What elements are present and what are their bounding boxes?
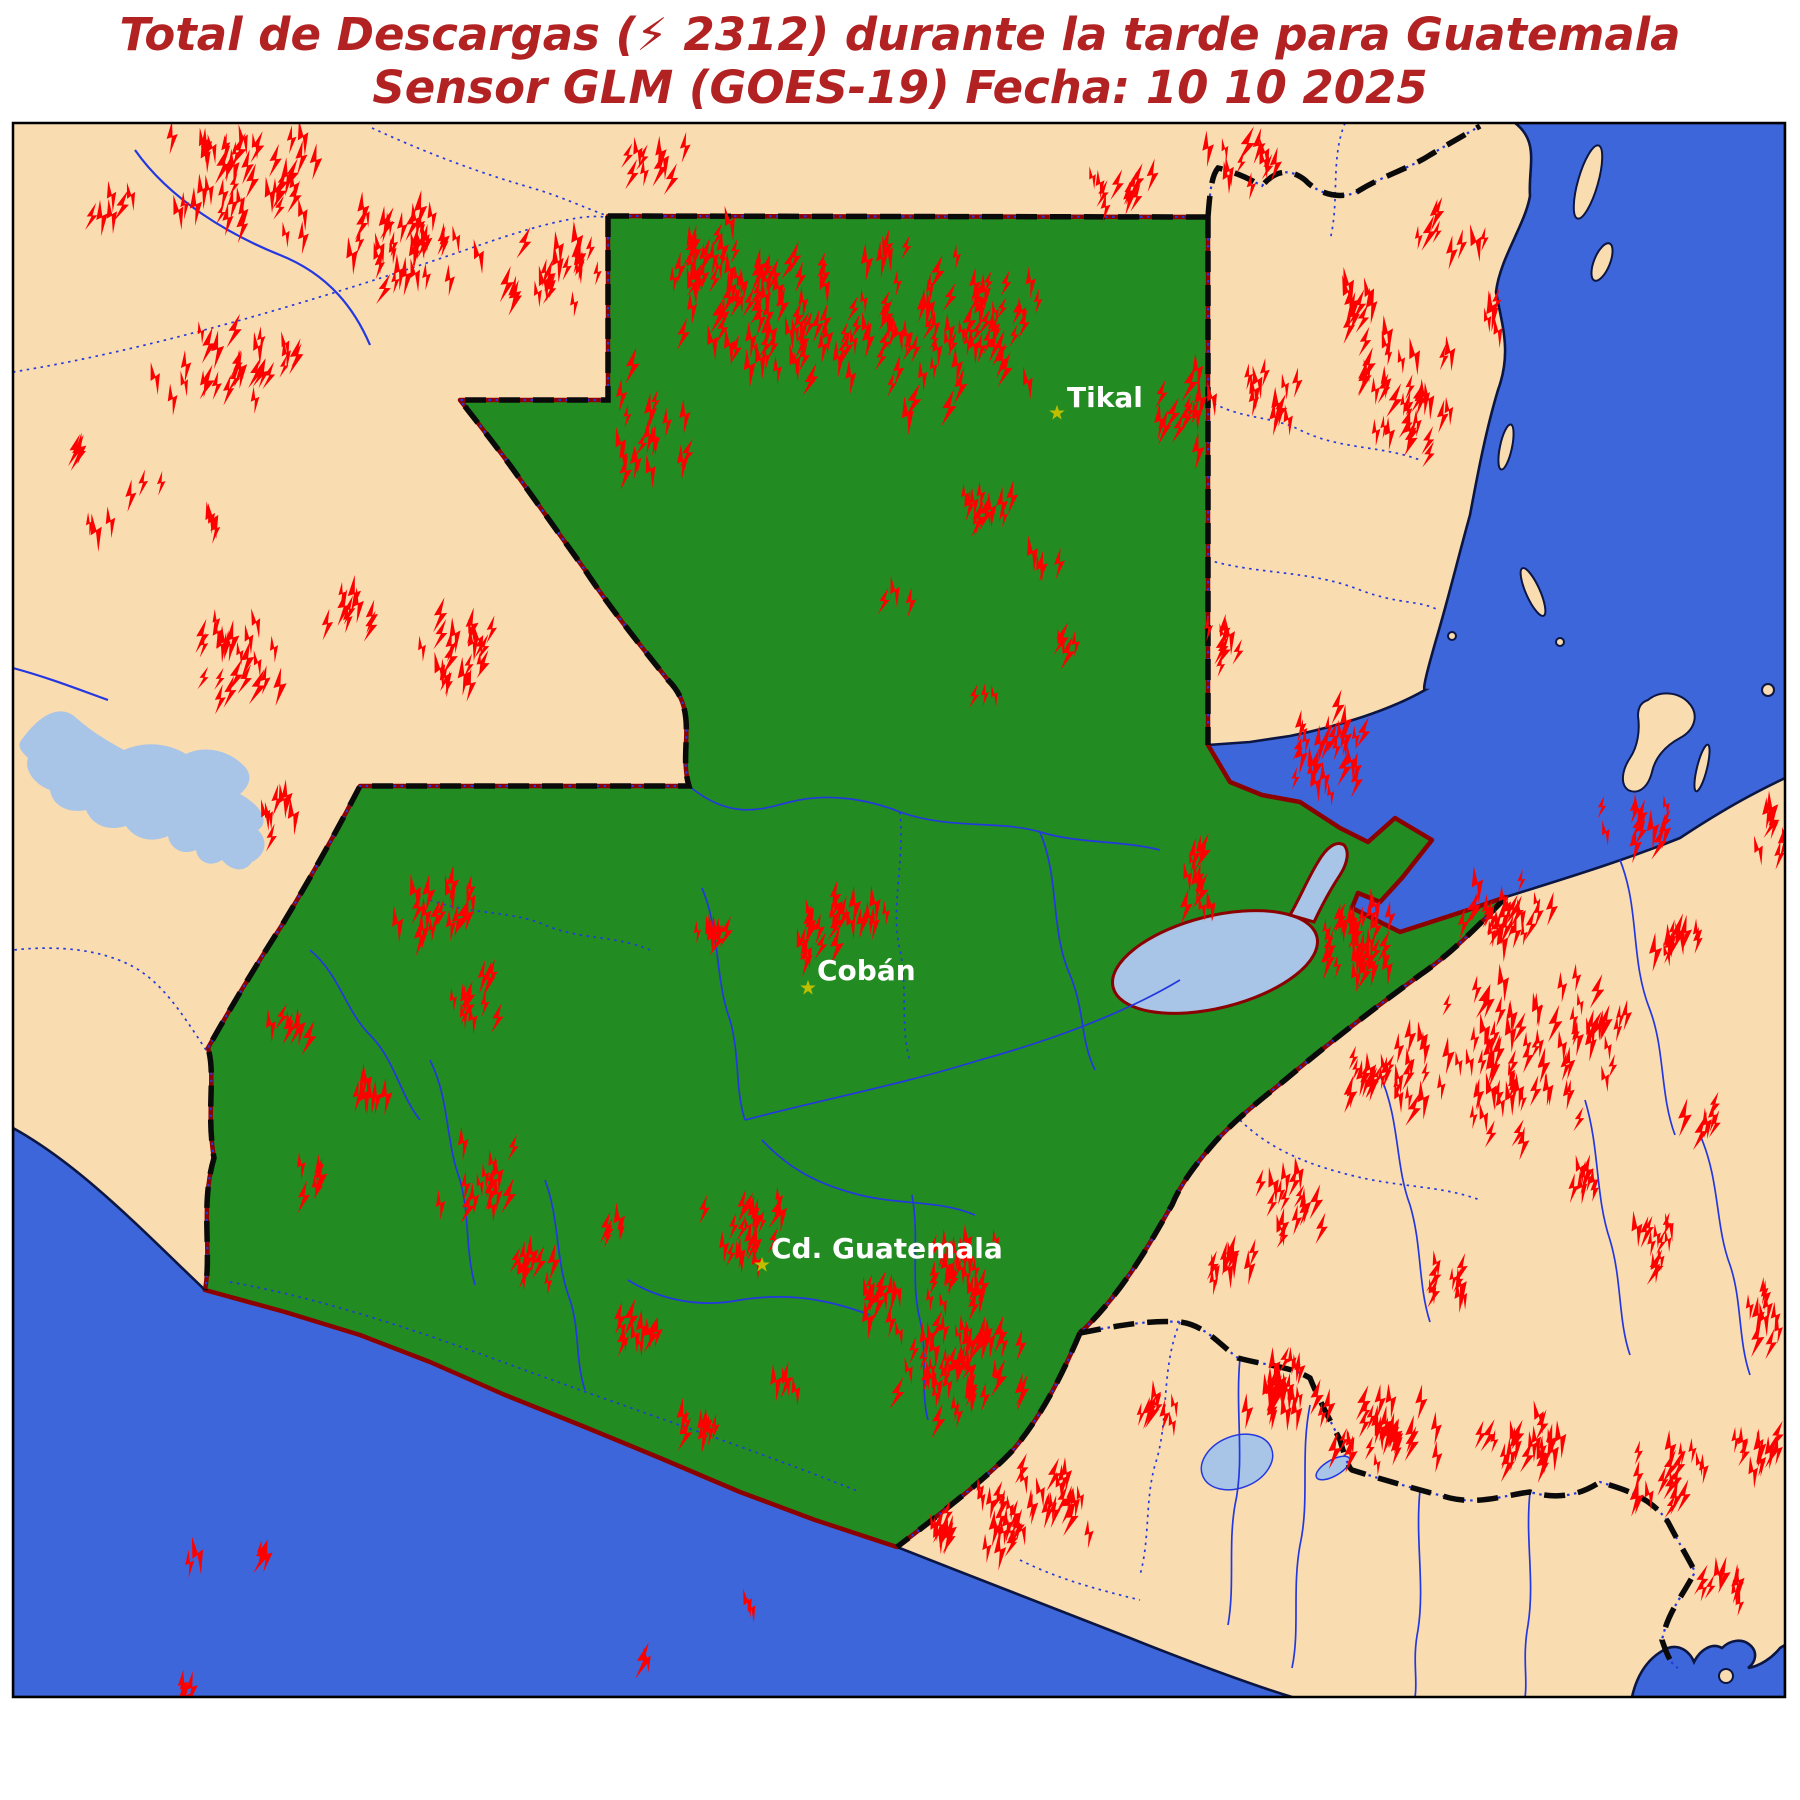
mexico-reservoir-lake [19,711,265,870]
belize-cayes [1447,144,1775,793]
pacific-ocean [13,1126,1293,1697]
city-label: Tikal [1067,381,1143,414]
city-label: Cd. Guatemala [771,1232,1003,1265]
lake-guija [1200,1433,1274,1491]
map-content: Tikal Cobán Cd. Guatemala [13,123,1785,1697]
title-line-2: Sensor GLM (GOES-19) Fecha: 10 10 2025 [372,61,1428,114]
lake-izabal [1111,842,1349,1015]
admin-boundaries [13,123,1751,1697]
map-title: Total de Descargas (⚡ 2312) durante la t… [0,8,1800,114]
title-line-1: Total de Descargas (⚡ 2312) durante la t… [119,8,1681,61]
city-markers-layer: Tikal Cobán Cd. Guatemala [754,381,1143,1272]
map-frame [11,121,1787,1699]
city-label: Cobán [817,954,916,987]
country-borders [202,123,1699,1671]
fonseca-island [1718,1668,1734,1684]
